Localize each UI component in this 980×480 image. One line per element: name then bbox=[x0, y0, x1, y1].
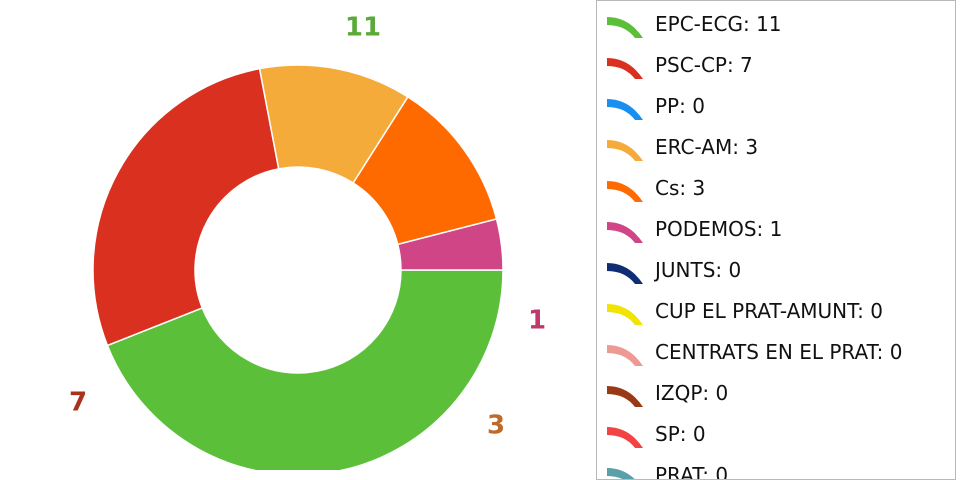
legend-swatch-icon bbox=[607, 263, 643, 284]
legend-label: PRAT: 0 bbox=[655, 463, 729, 480]
legend-label: CENTRATS EN EL PRAT: 0 bbox=[655, 340, 903, 364]
donut-chart: 11 7 3 1 bbox=[69, 13, 546, 470]
legend-swatch-icon bbox=[607, 222, 643, 243]
legend-swatch-icon bbox=[607, 345, 643, 366]
slice-podemos bbox=[396, 218, 504, 271]
legend-swatch-icon bbox=[607, 181, 643, 202]
data-label-epc-ecg: 11 bbox=[345, 13, 381, 43]
legend-label: EPC-ECG: 11 bbox=[655, 12, 782, 36]
legend-swatch-icon bbox=[607, 304, 643, 325]
legend-swatch-icon bbox=[607, 99, 643, 120]
legend-label: JUNTS: 0 bbox=[655, 258, 742, 282]
legend-item: EPC-ECG: 11 bbox=[605, 8, 782, 40]
legend-item: PSC-CP: 7 bbox=[605, 49, 753, 81]
legend-item: ERC-AM: 3 bbox=[605, 131, 758, 163]
legend-swatch-icon bbox=[607, 17, 643, 38]
slice-epc-ecg bbox=[106, 269, 504, 470]
legend-item: SP: 0 bbox=[605, 418, 706, 450]
legend-label: Cs: 3 bbox=[655, 176, 706, 200]
legend-swatch-icon bbox=[607, 140, 643, 161]
legend-item: CUP EL PRAT-AMUNT: 0 bbox=[605, 295, 883, 327]
legend-item: PP: 0 bbox=[605, 90, 705, 122]
legend-label: SP: 0 bbox=[655, 422, 706, 446]
legend-label: ERC-AM: 3 bbox=[655, 135, 759, 159]
legend-item: IZQP: 0 bbox=[605, 377, 728, 409]
legend-swatch-icon bbox=[607, 58, 643, 79]
legend-label: PSC-CP: 7 bbox=[655, 53, 753, 77]
slice-psc-cp bbox=[92, 67, 280, 347]
legend-item: JUNTS: 0 bbox=[605, 254, 741, 286]
legend-swatch-icon bbox=[607, 386, 643, 407]
legend-item: Cs: 3 bbox=[605, 172, 705, 204]
legend-label: PP: 0 bbox=[655, 94, 705, 118]
data-label-podemos: 1 bbox=[528, 306, 546, 336]
legend-label: CUP EL PRAT-AMUNT: 0 bbox=[655, 299, 883, 323]
legend-swatch-icon bbox=[607, 427, 643, 448]
legend-item: PODEMOS: 1 bbox=[605, 213, 782, 245]
chart-legend: EPC-ECG: 11 PSC-CP: 7 PP: 0 ERC-AM: 3 Cs: 3 P… bbox=[596, 0, 956, 480]
legend-item: CENTRATS EN EL PRAT: 0 bbox=[605, 336, 902, 368]
legend-label: IZQP: 0 bbox=[655, 381, 729, 405]
donut-chart-svg: 11 7 3 1 bbox=[69, 13, 546, 470]
legend-label: PODEMOS: 1 bbox=[655, 217, 783, 241]
data-label-cs: 3 bbox=[487, 411, 505, 441]
data-label-psc-cp: 7 bbox=[69, 388, 87, 418]
